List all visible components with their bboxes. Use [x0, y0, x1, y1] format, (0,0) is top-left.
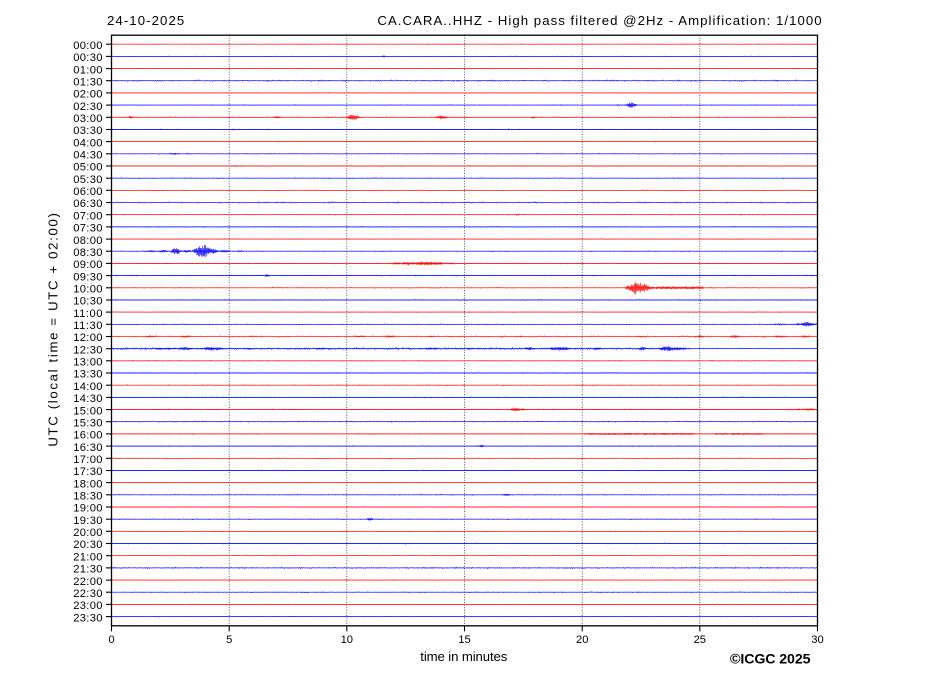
svg-text:09:00: 09:00	[73, 259, 102, 271]
svg-text:11:00: 11:00	[73, 308, 102, 320]
svg-text:5: 5	[226, 634, 232, 646]
svg-text:17:00: 17:00	[73, 454, 102, 466]
svg-text:15:30: 15:30	[73, 417, 102, 429]
svg-text:10:00: 10:00	[73, 284, 102, 296]
svg-text:16:30: 16:30	[73, 442, 102, 454]
svg-text:25: 25	[694, 634, 706, 646]
svg-text:21:30: 21:30	[73, 564, 102, 576]
svg-text:18:00: 18:00	[73, 478, 102, 490]
svg-text:21:00: 21:00	[73, 551, 102, 563]
svg-text:11:30: 11:30	[73, 320, 102, 332]
svg-text:10: 10	[341, 634, 353, 646]
svg-text:07:00: 07:00	[73, 210, 102, 222]
svg-text:©ICGC 2025: ©ICGC 2025	[730, 651, 811, 667]
svg-text:17:30: 17:30	[73, 466, 102, 478]
svg-text:19:00: 19:00	[73, 503, 102, 515]
svg-text:20:00: 20:00	[73, 527, 102, 539]
svg-text:12:30: 12:30	[73, 344, 102, 356]
svg-text:time in minutes: time in minutes	[420, 649, 507, 664]
svg-text:06:00: 06:00	[73, 186, 102, 198]
svg-text:00:30: 00:30	[73, 52, 102, 64]
svg-text:15:00: 15:00	[73, 405, 102, 417]
svg-text:04:30: 04:30	[73, 150, 102, 162]
svg-text:16:00: 16:00	[73, 430, 102, 442]
svg-text:09:30: 09:30	[73, 271, 102, 283]
svg-text:06:30: 06:30	[73, 198, 102, 210]
svg-text:07:30: 07:30	[73, 223, 102, 235]
svg-text:23:00: 23:00	[73, 600, 102, 612]
svg-text:08:00: 08:00	[73, 235, 102, 247]
svg-text:05:00: 05:00	[73, 162, 102, 174]
svg-text:CA.CARA..HHZ - High pass filte: CA.CARA..HHZ - High pass filtered @2Hz -…	[377, 13, 821, 28]
svg-text:14:00: 14:00	[73, 381, 102, 393]
svg-text:01:00: 01:00	[73, 64, 102, 76]
svg-text:23:30: 23:30	[73, 612, 102, 624]
svg-text:01:30: 01:30	[73, 76, 102, 88]
svg-text:30: 30	[811, 634, 823, 646]
svg-text:00:00: 00:00	[73, 40, 102, 52]
svg-text:03:00: 03:00	[73, 113, 102, 125]
svg-text:02:00: 02:00	[73, 89, 102, 101]
svg-text:14:30: 14:30	[73, 393, 102, 405]
svg-text:0: 0	[108, 634, 114, 646]
svg-text:13:00: 13:00	[73, 357, 102, 369]
svg-text:22:00: 22:00	[73, 576, 102, 588]
svg-text:24-10-2025: 24-10-2025	[107, 13, 184, 28]
svg-text:UTC (local time = UTC + 02:00): UTC (local time = UTC + 02:00)	[46, 213, 61, 447]
svg-text:02:30: 02:30	[73, 101, 102, 113]
svg-text:10:30: 10:30	[73, 296, 102, 308]
svg-text:08:30: 08:30	[73, 247, 102, 259]
svg-text:15: 15	[458, 634, 470, 646]
svg-text:18:30: 18:30	[73, 491, 102, 503]
svg-text:20:30: 20:30	[73, 539, 102, 551]
svg-text:22:30: 22:30	[73, 588, 102, 600]
svg-text:20: 20	[576, 634, 588, 646]
svg-text:19:30: 19:30	[73, 515, 102, 527]
svg-text:04:00: 04:00	[73, 137, 102, 149]
svg-text:03:30: 03:30	[73, 125, 102, 137]
svg-text:12:00: 12:00	[73, 332, 102, 344]
svg-text:05:30: 05:30	[73, 174, 102, 186]
svg-text:13:30: 13:30	[73, 369, 102, 381]
